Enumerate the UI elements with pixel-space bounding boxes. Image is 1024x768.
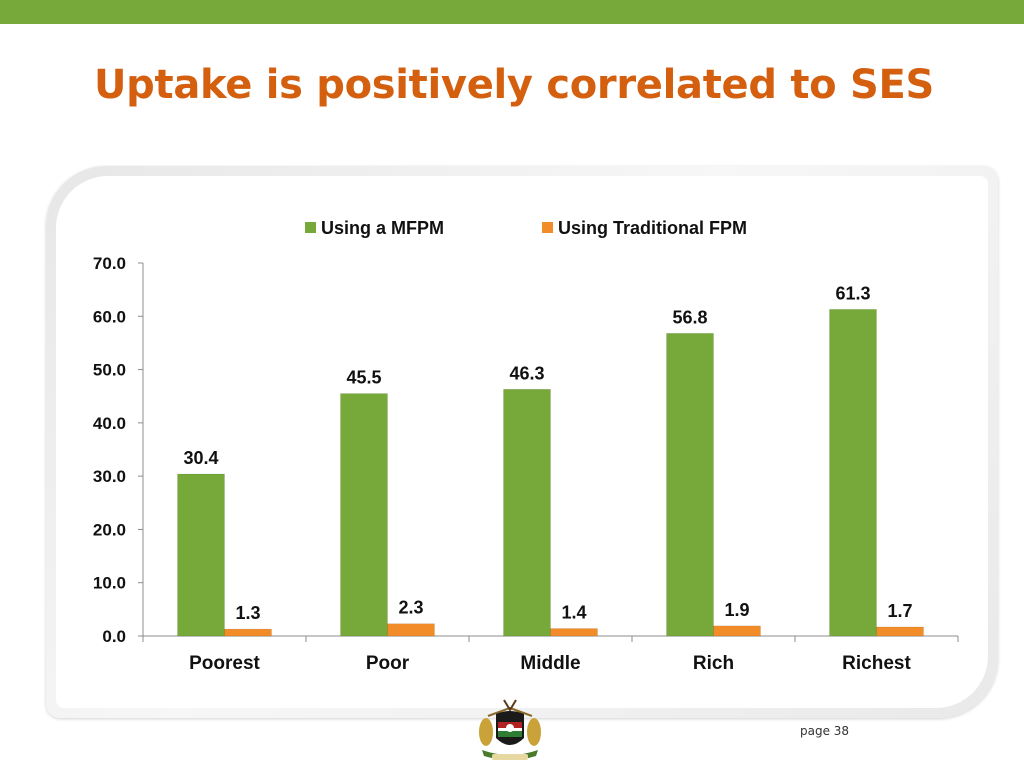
bar-using-traditional-fpm [224,628,272,637]
data-label: 45.5 [346,368,381,388]
x-tick-label: Richest [842,653,911,674]
x-tick-label: Middle [520,653,580,674]
y-tick-label: 10.0 [93,574,126,593]
data-label: 1.3 [235,603,260,623]
y-tick-label: 20.0 [93,520,126,539]
y-tick-label: 30.0 [93,467,126,486]
y-tick-label: 40.0 [93,414,126,433]
data-label: 46.3 [509,363,544,383]
legend-label: Using a MFPM [321,218,444,238]
top-accent-bar [0,0,1024,24]
legend-swatch [305,222,316,233]
y-tick-label: 60.0 [93,307,126,326]
data-label: 56.8 [672,307,707,327]
data-label: 1.9 [724,600,749,620]
bar-using-traditional-fpm [713,625,761,637]
legend-swatch [542,222,553,233]
bar-using-traditional-fpm [876,626,924,637]
data-label: 30.4 [183,448,218,468]
y-tick-label: 0.0 [102,627,126,646]
legend-label: Using Traditional FPM [558,218,747,238]
bar-using-mfpm [829,309,877,637]
x-tick-label: Rich [693,653,734,674]
coat-of-arms-emblem [479,699,541,760]
y-tick-label: 50.0 [93,361,126,380]
x-tick-label: Poorest [189,653,260,674]
x-tick-label: Poor [366,653,410,674]
data-label: 61.3 [835,283,870,303]
data-label: 1.7 [887,601,912,621]
page-number: page 38 [800,724,850,738]
bar-using-traditional-fpm [387,623,435,637]
data-label: 1.4 [561,603,586,623]
bar-using-mfpm [503,388,551,637]
slide-title: Uptake is positively correlated to SES [94,62,934,108]
bar-using-traditional-fpm [550,628,598,637]
bar-using-mfpm [177,473,225,637]
bar-using-mfpm [666,333,714,637]
data-label: 2.3 [398,598,423,618]
y-tick-label: 70.0 [93,254,126,273]
bar-using-mfpm [340,393,388,637]
